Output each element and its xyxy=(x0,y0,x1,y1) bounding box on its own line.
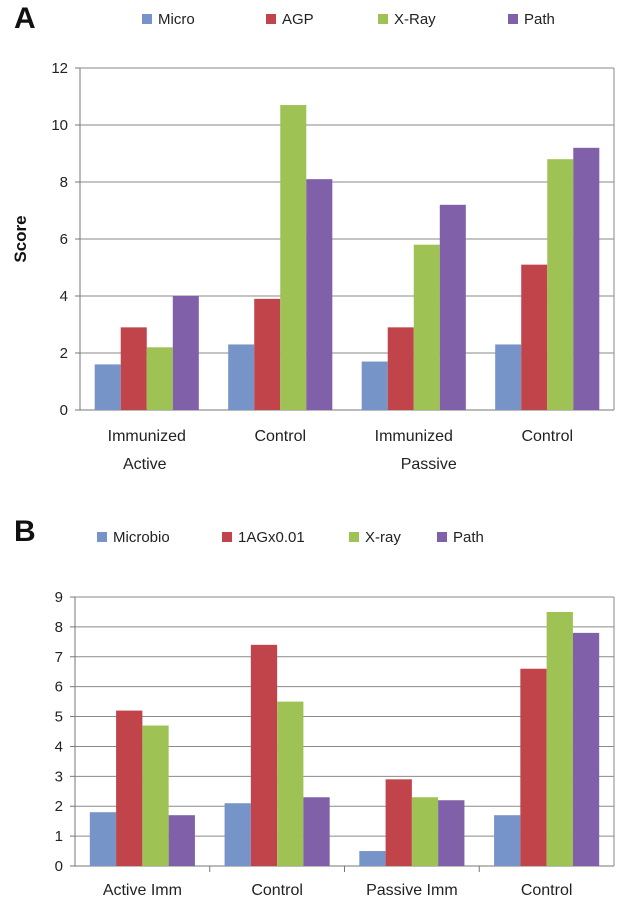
chart-b-y-tick-label: 5 xyxy=(55,709,63,726)
chart-b-bar-microbio xyxy=(359,851,386,866)
chart-b-legend-label: 1AGx0.01 xyxy=(238,529,305,546)
chart-a-y-tick-label: 10 xyxy=(51,117,68,134)
chart-a-y-tick-label: 0 xyxy=(60,402,68,419)
chart-a-bar-x-ray xyxy=(413,244,440,410)
chart-b-bar-path xyxy=(168,815,195,866)
chart-b-y-tick-label: 1 xyxy=(55,828,63,845)
chart-b-plot: 0 1 2 3 4 5 6 7 8 9 Active Imm Control Passive Imm Co… xyxy=(55,529,615,897)
chart-a-bar-path xyxy=(172,296,199,410)
chart-b-legend-swatch xyxy=(349,532,359,542)
chart-a-category-label: Immunized xyxy=(375,428,453,445)
chart-b-bar-microbio xyxy=(224,803,251,866)
chart-a-legend-swatch xyxy=(508,14,518,24)
chart-b-legend-swatch xyxy=(437,532,447,542)
chart-b-bar-x-ray xyxy=(277,701,304,866)
chart-a-y-tick-label: 6 xyxy=(60,231,68,248)
chart-b-y-tick-label: 0 xyxy=(55,858,63,875)
chart-a-legend-label: X-Ray xyxy=(394,11,436,28)
chart-b-y-tick-label: 8 xyxy=(55,619,63,636)
chart-a-plot: 0 2 4 6 8 10 12 Immunized Control Immunized Contro… xyxy=(11,11,615,473)
chart-b-bar-x-ray xyxy=(411,797,439,866)
chart-b-category-label: Passive Imm xyxy=(366,882,458,897)
chart-b-bar-microbio xyxy=(89,812,117,866)
chart-b-legend-swatch xyxy=(97,532,107,542)
chart-a-legend-swatch xyxy=(378,14,388,24)
panel-letter-b: B xyxy=(14,515,36,548)
chart-a-legend-label: Micro xyxy=(158,11,195,28)
chart-a-bar-agp xyxy=(387,327,414,410)
chart-b-y-tick-label: 3 xyxy=(55,768,63,785)
chart-a-bar-micro xyxy=(94,364,121,410)
chart-b-bar-1agx0-01 xyxy=(385,779,412,866)
chart-a-legend-swatch xyxy=(266,14,276,24)
chart-a-bar-agp xyxy=(120,327,147,410)
chart-a-bar-agp xyxy=(254,298,281,410)
chart-a-bar-x-ray xyxy=(280,105,307,411)
chart-b-bar-x-ray xyxy=(546,611,573,866)
panel-letter-a: A xyxy=(14,2,36,35)
chart-a-category-label: Control xyxy=(254,428,306,445)
chart-a-bar-micro xyxy=(228,344,255,410)
chart-a-legend-label: AGP xyxy=(282,11,314,28)
chart-a-bar-path xyxy=(573,147,600,411)
chart-b-bar-1agx0-01 xyxy=(116,710,143,866)
chart-a-category-label: Control xyxy=(521,428,573,445)
chart-b-legend-label: Microbio xyxy=(113,529,170,546)
chart-b-y-tick-label: 7 xyxy=(55,649,63,666)
chart-a-bar-micro xyxy=(361,361,388,410)
chart-b-y-tick-label: 4 xyxy=(55,738,63,755)
chart-a-group-label: Passive xyxy=(401,456,457,473)
chart-a-legend-label: Path xyxy=(524,11,555,28)
chart-a-bar-path xyxy=(306,179,333,410)
chart-b-bar-1agx0-01 xyxy=(250,644,278,866)
chart-b-legend-label: Path xyxy=(453,529,484,546)
chart-a-y-tick-label: 12 xyxy=(51,60,68,77)
chart-a-y-tick-label: 8 xyxy=(60,174,68,191)
chart-a-bar-x-ray xyxy=(547,159,574,410)
chart-a-bar-agp xyxy=(521,264,548,410)
chart-a-y-axis-title: Score xyxy=(11,215,30,262)
chart-b-bar-x-ray xyxy=(142,725,169,866)
chart-panel-a: A 0 2 4 6 8 10 12 Immunized Control Immunized Cont… xyxy=(11,2,615,473)
chart-b-bar-path xyxy=(572,632,600,866)
chart-b-bar-microbio xyxy=(494,815,521,866)
chart-b-legend-label: X-ray xyxy=(365,529,401,546)
chart-b-category-label: Active Imm xyxy=(103,882,182,897)
chart-panel-b: B 0 1 2 3 4 5 6 7 8 9 Active Imm Control Passive Imm… xyxy=(0,515,631,897)
chart-b-bar-path xyxy=(438,800,465,866)
chart-a-legend-swatch xyxy=(142,14,152,24)
chart-b-y-tick-label: 6 xyxy=(55,679,63,696)
chart-a-bar-x-ray xyxy=(146,347,173,410)
chart-b-y-tick-label: 2 xyxy=(55,798,63,815)
chart-a-category-label: Immunized xyxy=(108,428,186,445)
chart-a-group-label: Active xyxy=(123,456,167,473)
chart-a-y-tick-label: 2 xyxy=(60,345,68,362)
chart-a-bar-micro xyxy=(495,344,522,410)
chart-b-category-label: Control xyxy=(251,882,303,897)
chart-b-category-label: Control xyxy=(521,882,573,897)
chart-a-bar-path xyxy=(439,204,466,410)
chart-b-legend-swatch xyxy=(222,532,232,542)
chart-b-bar-1agx0-01 xyxy=(520,668,547,866)
chart-b-y-tick-label: 9 xyxy=(55,589,63,606)
chart-b-bar-path xyxy=(303,797,330,866)
chart-a-y-tick-label: 4 xyxy=(60,288,68,305)
